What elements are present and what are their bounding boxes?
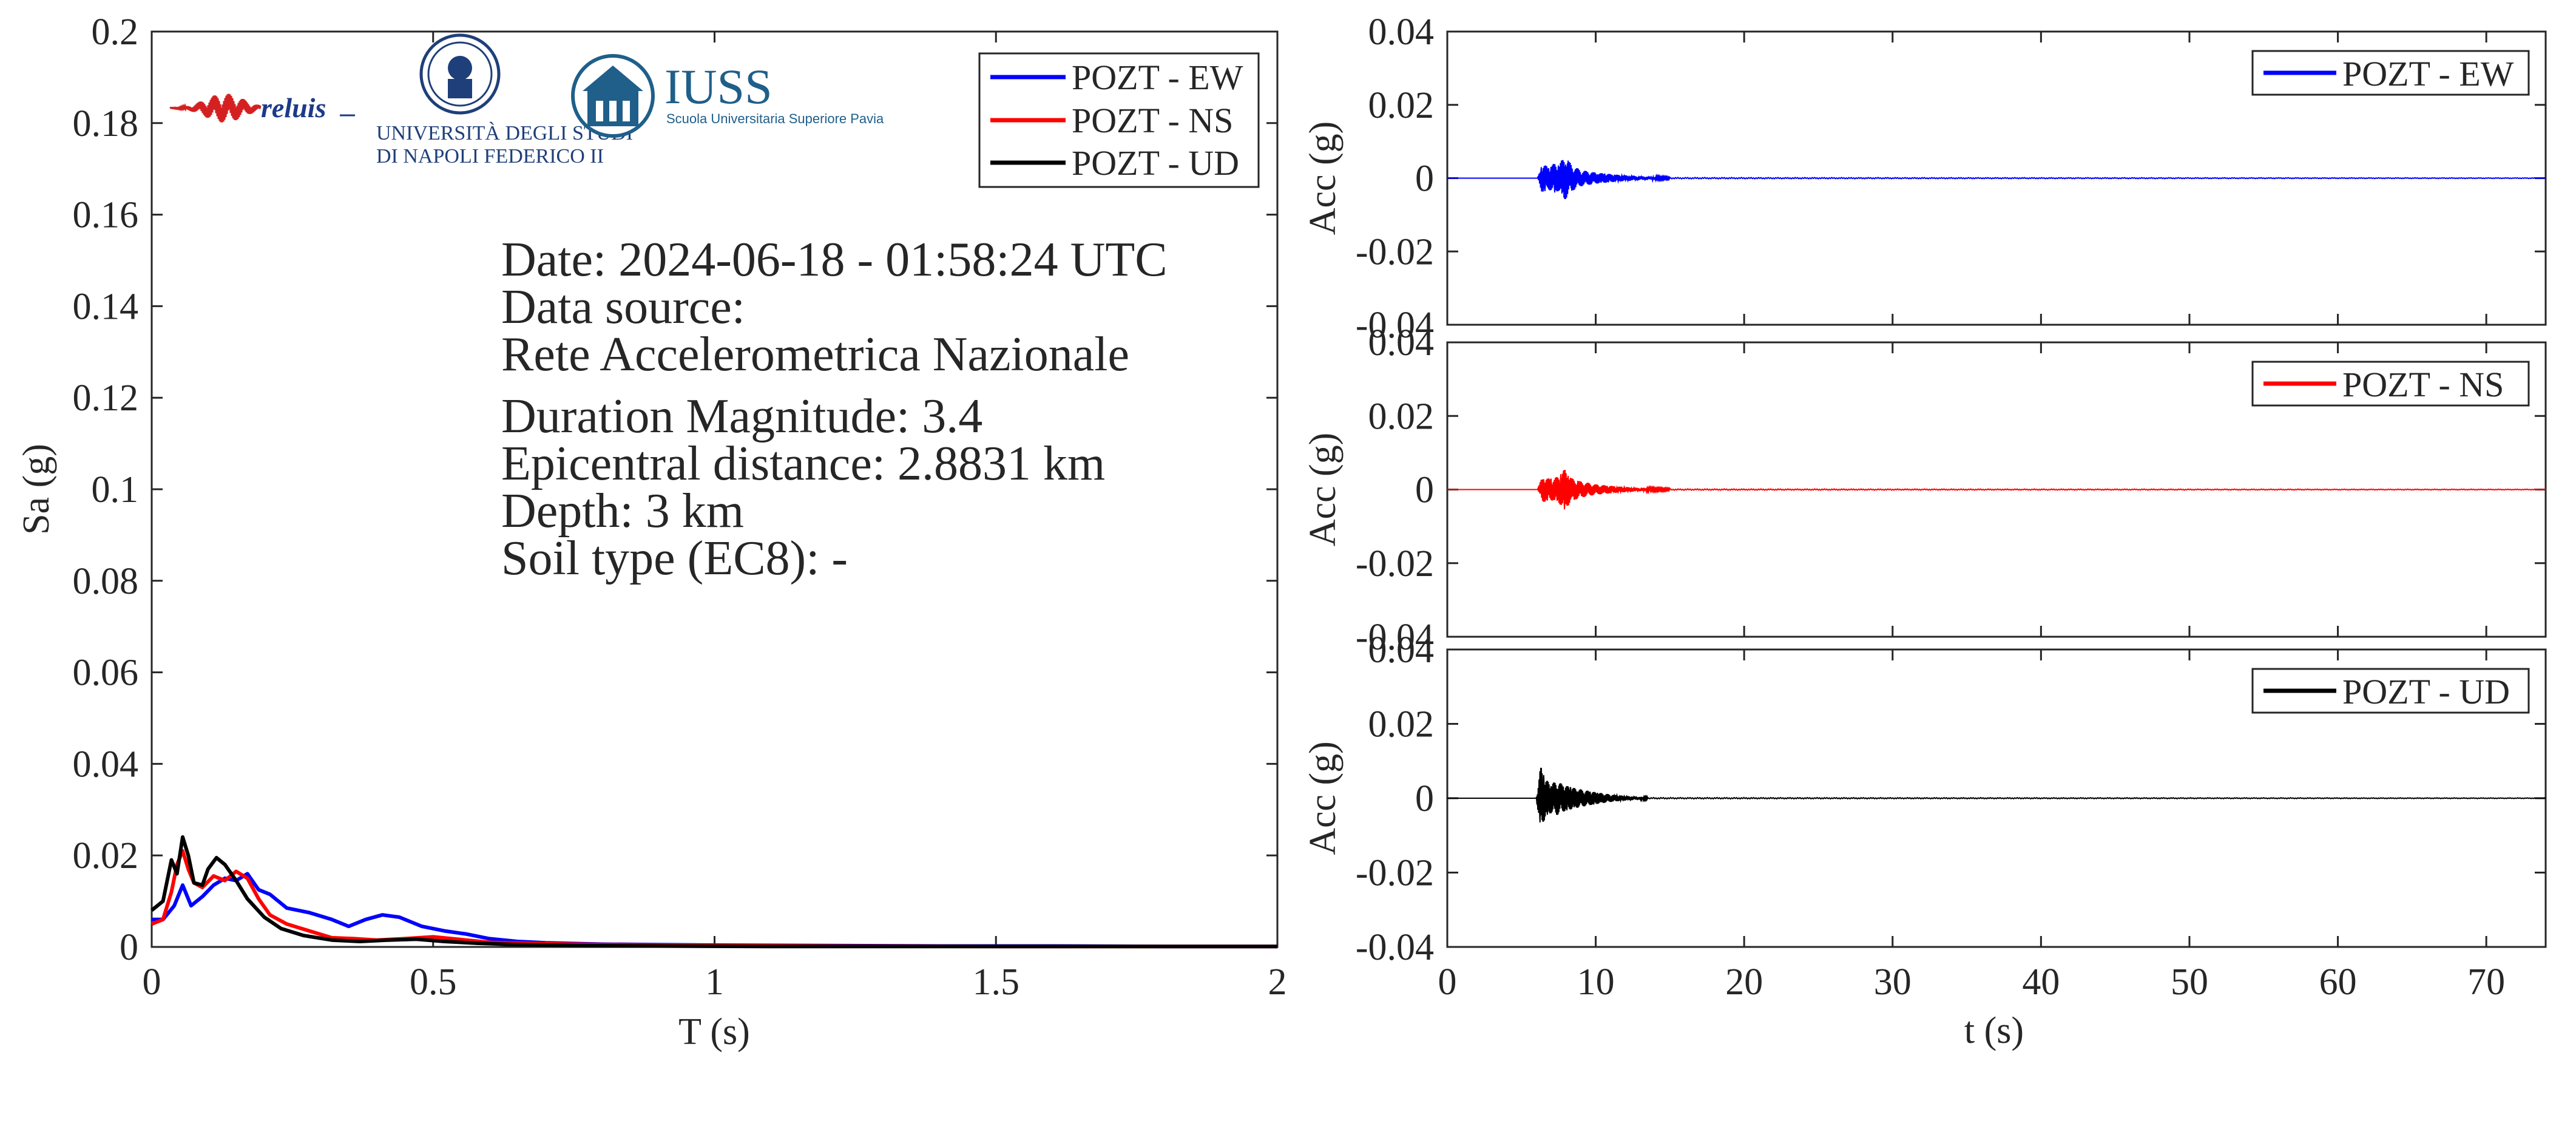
legend-label-ew: POZT - EW: [1072, 58, 1243, 97]
x-tick-label: 10: [1577, 962, 1615, 1003]
y-tick-label: 0.12: [73, 378, 139, 419]
unina-logo-line2: DI NAPOLI FEDERICO II: [376, 145, 604, 168]
iuss-logo-subtitle: Scuola Universitaria Superiore Pavia: [666, 111, 884, 126]
y-tick-label: 0.06: [73, 653, 139, 694]
y-tick-label: 0.14: [73, 286, 139, 327]
spectrum-chart: 0 0.02 0.04 0.06 0.08 0.1 0.12 0.14 0.16 0.18 0.2 0…: [16, 12, 1287, 1053]
seismograph-trace: [169, 93, 262, 123]
info-depth: Depth: 3 km: [501, 484, 744, 538]
y-tick-label: 0.02: [73, 835, 139, 877]
x-tick-label: 20: [1725, 962, 1763, 1003]
time-history-ew: -0.04 -0.02 0 0.02 0.04 Acc (g) POZT - EW: [1302, 12, 2547, 346]
signal-burst-ew: [1536, 160, 1671, 200]
seismograph-logo: [169, 93, 355, 123]
x-tick-label: 1: [705, 962, 724, 1003]
reluis-logo-text: reluis: [261, 92, 326, 123]
time-history-ns: -0.04 -0.02 0 0.02 0.04 Acc (g) POZT - NS: [1302, 322, 2547, 658]
y-tick-label: -0.02: [1356, 231, 1434, 273]
time-history-x-label: t (s): [1964, 1010, 2024, 1051]
legend-label-ud: POZT - UD: [1072, 143, 1239, 183]
time-history-ud: -0.04 -0.02 0 0.02 0.04 0 10 20 30 40 50 60 70 Acc (g…: [1302, 629, 2547, 1003]
y-tick-label: 0.04: [1368, 322, 1435, 364]
x-tick-label: 40: [2022, 962, 2060, 1003]
university-seal: [419, 33, 501, 115]
y-tick-label: 0.02: [1368, 396, 1435, 437]
signal-burst-ud: [1535, 767, 1649, 822]
legend-label-ns: POZT - NS: [1072, 101, 1233, 140]
info-date: Date: 2024-06-18 - 01:58:24 UTC: [501, 233, 1168, 287]
iuss-building-logo: [571, 54, 655, 138]
x-tick-label: 50: [2171, 962, 2208, 1003]
x-tick-label: 2: [1268, 962, 1287, 1003]
x-tick-label: 0.5: [410, 962, 457, 1003]
info-source: Rete Accelerometrica Nazionale: [501, 328, 1129, 381]
iuss-logo: IUSS Scuola Universitaria Superiore Pavi…: [571, 54, 884, 138]
y-axis-label: Acc (g): [1302, 433, 1344, 547]
x-tick-label: 30: [1874, 962, 1912, 1003]
spectrum-series: [150, 835, 1277, 949]
y-tick-label: 0: [1415, 470, 1434, 511]
y-tick-label: -0.04: [1356, 617, 1434, 658]
legend-label: POZT - UD: [2342, 672, 2510, 711]
y-tick-label: 0.04: [1368, 12, 1435, 53]
x-tick-label: 1.5: [973, 962, 1020, 1003]
x-tick-label: 0: [1438, 962, 1457, 1003]
info-soil: Soil type (EC8): -: [501, 532, 848, 585]
spectrum-x-label: T (s): [678, 1011, 750, 1053]
info-distance: Epicentral distance: 2.8831 km: [501, 437, 1105, 490]
y-tick-label: 0.02: [1368, 704, 1435, 745]
legend-label: POZT - EW: [2342, 54, 2514, 93]
legend-label: POZT - NS: [2342, 365, 2504, 404]
signal-burst-ns: [1536, 470, 1671, 506]
y-tick-label: 0.02: [1368, 85, 1435, 126]
y-tick-label: 0.08: [73, 561, 139, 602]
y-tick-label: -0.02: [1356, 853, 1434, 894]
x-tick-label: 60: [2319, 962, 2357, 1003]
y-tick-label: 0.1: [92, 469, 139, 510]
spectrum-legend: POZT - EW POZT - NS POZT - UD: [978, 52, 1260, 188]
y-tick-label: 0.04: [73, 744, 139, 785]
y-tick-label: 0: [1415, 158, 1434, 200]
spectrum-ticks: 0 0.02 0.04 0.06 0.08 0.1 0.12 0.14 0.16 0.18 0.2 0…: [73, 12, 1287, 1003]
spectrum-y-label: Sa (g): [16, 444, 57, 535]
y-tick-label: 0: [120, 927, 138, 968]
y-tick-label: 0.04: [1368, 629, 1435, 671]
reluis-logo: reluis: [169, 92, 355, 123]
y-tick-label: -0.04: [1356, 305, 1434, 346]
unina-logo: UNIVERSITÀ DEGLI STUDI DI NAPOLI FEDERIC…: [376, 33, 633, 168]
y-tick-label: 0: [1415, 778, 1434, 819]
y-tick-label: 0.2: [92, 12, 139, 53]
x-tick-label: 70: [2467, 962, 2505, 1003]
spectrum-line-ud: [150, 835, 1277, 949]
info-source-label: Data source:: [501, 280, 745, 334]
y-axis-label: Acc (g): [1302, 741, 1344, 855]
info-magnitude: Duration Magnitude: 3.4: [501, 390, 982, 443]
iuss-logo-title: IUSS: [664, 59, 772, 114]
y-axis-label: Acc (g): [1302, 121, 1344, 236]
event-info: Date: 2024-06-18 - 01:58:24 UTC Data sou…: [501, 233, 1168, 585]
x-tick-label: 0: [143, 962, 161, 1003]
y-tick-label: -0.02: [1356, 543, 1434, 585]
y-tick-label: 0.16: [73, 195, 139, 236]
y-tick-label: -0.04: [1356, 927, 1434, 968]
y-tick-label: 0.18: [73, 103, 139, 144]
